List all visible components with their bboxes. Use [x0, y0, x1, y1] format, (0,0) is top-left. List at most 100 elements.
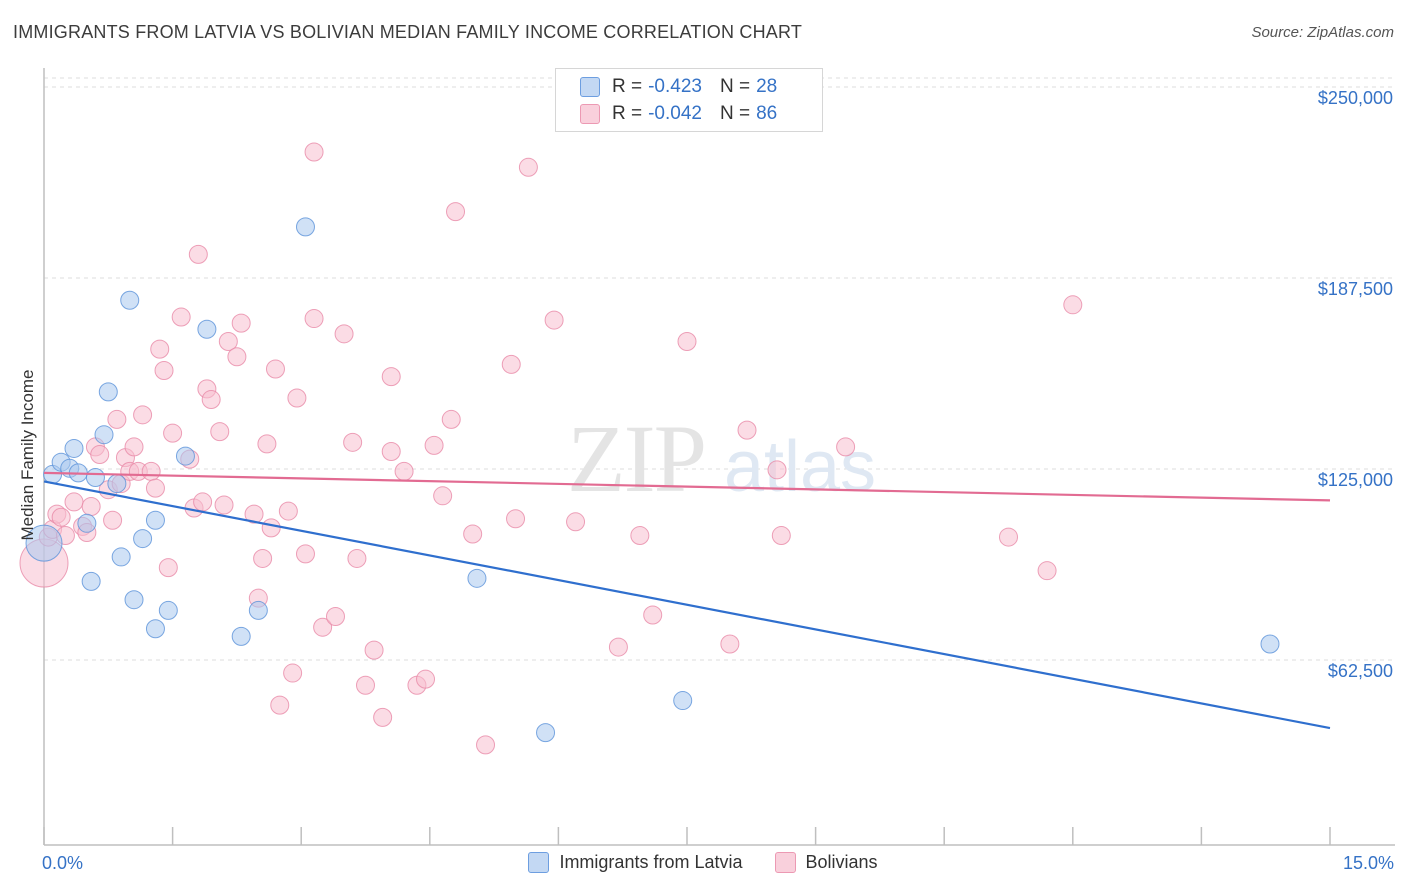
latvia-point — [197, 319, 217, 339]
latvia-point — [175, 446, 195, 466]
trend-line-latvia — [43, 480, 1331, 730]
latvia-point — [145, 619, 165, 639]
bolivian-point — [643, 605, 663, 625]
bolivian-point — [304, 142, 324, 162]
bolivian-point — [518, 157, 538, 177]
bolivian-point — [1037, 561, 1057, 581]
latvia-point — [85, 467, 105, 487]
bolivian-point — [133, 405, 153, 425]
bolivian-point — [433, 486, 453, 506]
bolivian-point — [544, 310, 564, 330]
latvia-point — [231, 626, 251, 646]
axes — [43, 68, 1395, 846]
bolivian-point — [163, 423, 183, 443]
bolivian-point — [64, 492, 84, 512]
bolivian-point — [501, 354, 521, 374]
bolivian-point — [214, 495, 234, 515]
bolivian-point — [231, 313, 251, 333]
bolivian-point — [270, 695, 290, 715]
latvia-point — [64, 438, 84, 458]
bolivian-point — [325, 607, 345, 627]
y-tick-label: $250,000 — [1318, 88, 1393, 108]
bolivian-point — [313, 617, 333, 637]
legend-r-label: R = — [612, 103, 643, 124]
latvia-point — [467, 568, 487, 588]
legend-n-label: N = — [719, 103, 751, 124]
latvia-point — [94, 425, 114, 445]
legend-n-label: N = — [719, 76, 751, 97]
bolivian-point — [295, 544, 315, 564]
chart-title: IMMIGRANTS FROM LATVIA VS BOLIVIAN MEDIA… — [13, 22, 803, 42]
series-bolivians — [19, 142, 1083, 755]
bolivian-point — [381, 441, 401, 461]
x-tick-label: 15.0% — [1343, 853, 1394, 873]
bolivian-point — [836, 437, 856, 457]
bolivian-point — [334, 324, 354, 344]
bolivian-point — [441, 409, 461, 429]
latvia-point — [1260, 634, 1280, 654]
grid-lines — [44, 77, 1395, 661]
legend-row-bolivians: R = -0.042 N = 86 — [580, 101, 777, 127]
bolivian-point — [446, 202, 466, 222]
legend-item-bolivians: Bolivians — [774, 852, 878, 873]
bolivian-point — [424, 435, 444, 455]
legend-swatch-bolivians — [580, 104, 600, 124]
legend-n-value: 86 — [756, 103, 778, 124]
bolivian-point — [124, 437, 144, 457]
bolivian-point — [304, 309, 324, 329]
bolivian-point — [1063, 295, 1083, 315]
bolivian-point — [416, 669, 436, 689]
bolivian-point — [506, 509, 526, 529]
bolivian-point — [343, 432, 363, 452]
bolivian-point — [373, 707, 393, 727]
bolivian-point — [150, 339, 170, 359]
bolivian-point — [193, 492, 213, 512]
y-tick-label: $62,500 — [1328, 661, 1393, 681]
latvia-point — [124, 590, 144, 610]
bolivian-point — [278, 501, 298, 521]
latvia-point — [111, 547, 131, 567]
bolivian-point — [51, 507, 71, 527]
bolivian-point — [261, 518, 281, 538]
bolivian-point — [188, 244, 208, 264]
y-axis-label: Median Family Income — [18, 369, 37, 541]
bolivian-point — [158, 558, 178, 578]
tick-labels: $62,500 $125,000 $187,500 $250,000 0.0% 15.0% — [42, 88, 1394, 873]
latvia-point — [158, 600, 178, 620]
bolivian-point — [356, 675, 375, 695]
bolivian-point — [737, 420, 757, 440]
y-tick-label: $187,500 — [1318, 279, 1393, 299]
bolivian-point — [107, 409, 127, 429]
bolivian-point — [767, 460, 787, 480]
bolivian-point — [253, 548, 273, 568]
trend-line-bolivians — [43, 471, 1331, 502]
bolivian-point — [90, 445, 110, 465]
bolivian-point — [227, 347, 247, 367]
bolivian-point — [265, 359, 285, 379]
bolivian-point — [210, 422, 230, 442]
bolivian-point — [218, 331, 238, 351]
bolivian-point — [566, 512, 586, 532]
legend-label-bolivians: Bolivians — [805, 852, 878, 872]
legend-r-value: -0.042 — [648, 103, 702, 124]
y-tick-label: $125,000 — [1318, 470, 1393, 490]
legend-label-latvia: Immigrants from Latvia — [559, 852, 743, 872]
bolivian-point — [630, 526, 650, 546]
x-tick-label: 0.0% — [42, 853, 83, 873]
watermark-zip: ZIP — [567, 405, 705, 512]
latvia-point — [81, 571, 101, 591]
trend-lines — [43, 471, 1331, 730]
latvia-point — [98, 382, 118, 402]
bolivian-point — [771, 526, 791, 546]
bolivian-point — [145, 478, 165, 498]
bolivian-point — [103, 510, 123, 530]
latvia-point — [25, 524, 63, 562]
bolivian-point — [999, 527, 1018, 547]
latvia-point — [133, 529, 153, 549]
latvia-point — [295, 217, 315, 237]
series-legend: Immigrants from Latvia Bolivians — [0, 852, 1406, 873]
legend-swatch-latvia — [528, 852, 550, 873]
bolivian-point — [394, 461, 414, 481]
latvia-point — [536, 723, 556, 743]
